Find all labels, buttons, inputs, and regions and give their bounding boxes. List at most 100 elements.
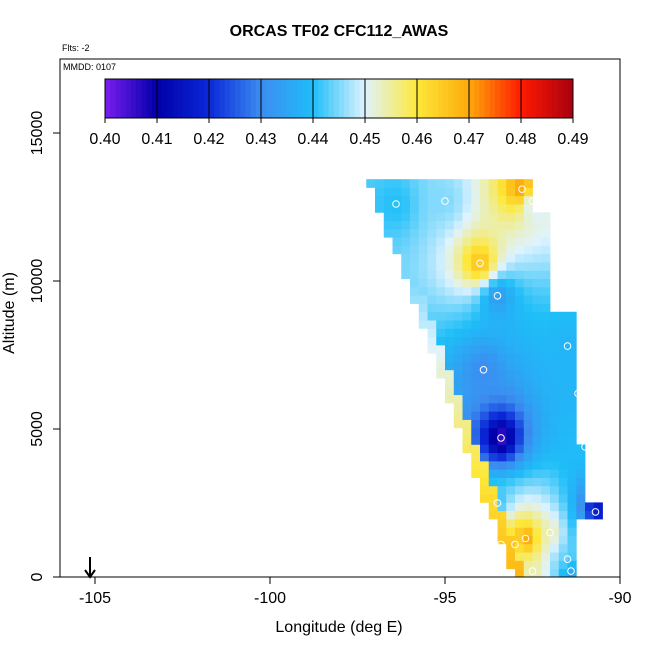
heatmap-cell bbox=[453, 411, 463, 420]
heatmap-cell bbox=[436, 328, 446, 338]
colorbar-swatch bbox=[370, 79, 376, 118]
heatmap-cell bbox=[418, 320, 428, 329]
heatmap-cell bbox=[418, 286, 428, 296]
heatmap-cell bbox=[567, 568, 577, 577]
heatmap-cell bbox=[427, 195, 437, 205]
heatmap-cell bbox=[506, 411, 516, 420]
heatmap-cell bbox=[497, 369, 507, 379]
colorbar-swatch bbox=[380, 79, 387, 118]
heatmap-cell bbox=[497, 303, 507, 313]
heatmap-cell bbox=[462, 402, 472, 412]
heatmap-cell bbox=[427, 286, 437, 296]
heatmap-cell bbox=[550, 510, 560, 520]
x-tick-label: -105 bbox=[79, 590, 111, 607]
heatmap-cell bbox=[523, 436, 533, 445]
heatmap-cell bbox=[567, 477, 577, 487]
heatmap-cell bbox=[480, 245, 490, 255]
heatmap-cell bbox=[462, 369, 472, 379]
heatmap-cell bbox=[515, 237, 525, 246]
heatmap-cell bbox=[523, 502, 533, 512]
heatmap-cell bbox=[515, 560, 525, 570]
heatmap-cell bbox=[480, 419, 490, 429]
colorbar-swatch bbox=[287, 79, 293, 118]
heatmap-cell bbox=[392, 220, 402, 230]
heatmap-cell bbox=[558, 361, 568, 371]
heatmap-cell bbox=[523, 270, 533, 280]
heatmap-cell bbox=[558, 411, 568, 420]
heatmap-cell bbox=[488, 344, 498, 354]
colorbar-swatch bbox=[219, 79, 226, 118]
heatmap-cell bbox=[541, 460, 551, 470]
heatmap-cell bbox=[480, 394, 490, 404]
heatmap-cell bbox=[410, 220, 420, 230]
heatmap-cell bbox=[515, 477, 525, 487]
heatmap-cell bbox=[515, 270, 525, 280]
heatmap-cell bbox=[558, 568, 568, 577]
heatmap-cell bbox=[506, 220, 516, 230]
heatmap-cell bbox=[523, 386, 533, 396]
heatmap-cell bbox=[506, 460, 516, 470]
colorbar-swatch bbox=[521, 79, 527, 118]
colorbar-swatch bbox=[406, 79, 413, 118]
heatmap-cell bbox=[410, 262, 420, 271]
heatmap-cell bbox=[550, 436, 560, 445]
heatmap-cell bbox=[427, 295, 437, 304]
heatmap-cell bbox=[418, 237, 428, 246]
heatmap-cell bbox=[480, 378, 490, 387]
sample-markers bbox=[392, 185, 600, 575]
heatmap-cell bbox=[550, 369, 560, 379]
heatmap-cell bbox=[567, 378, 577, 387]
colorbar-swatch bbox=[505, 79, 512, 118]
heatmap-cell bbox=[488, 286, 498, 296]
heatmap-cell bbox=[410, 228, 420, 238]
heatmap-cell bbox=[567, 502, 577, 512]
colorbar-swatch bbox=[422, 79, 428, 118]
heatmap-cell bbox=[532, 328, 542, 338]
heatmap-cell bbox=[506, 195, 516, 205]
heatmap-cell bbox=[497, 320, 507, 329]
heatmap-cell bbox=[445, 195, 455, 205]
heatmap-cell bbox=[515, 369, 525, 379]
heatmap-cell bbox=[523, 262, 533, 271]
heatmap-cell bbox=[427, 336, 437, 346]
heatmap-cell bbox=[515, 295, 525, 304]
heatmap-cell bbox=[427, 237, 437, 246]
heatmap-cell bbox=[523, 245, 533, 255]
heatmap-cell bbox=[506, 543, 516, 553]
colorbar-swatch bbox=[110, 79, 116, 118]
heatmap-cell bbox=[427, 220, 437, 230]
heatmap-cell bbox=[383, 179, 393, 188]
heatmap-cell bbox=[550, 311, 560, 321]
heatmap-cell bbox=[471, 212, 481, 222]
heatmap-cell bbox=[523, 552, 533, 561]
heatmap-cell bbox=[453, 245, 463, 255]
heatmap-cell bbox=[462, 361, 472, 371]
colorbar-swatch bbox=[328, 79, 335, 118]
colorbar-swatch bbox=[229, 79, 236, 118]
heatmap-cell bbox=[445, 369, 455, 379]
heatmap-cell bbox=[445, 303, 455, 313]
heatmap-cell bbox=[532, 518, 542, 528]
heatmap-cell bbox=[401, 204, 411, 213]
heatmap-cell bbox=[567, 460, 577, 470]
heatmap-cell bbox=[488, 452, 498, 462]
heatmap-cell bbox=[445, 179, 455, 188]
heatmap-cell bbox=[541, 212, 551, 222]
heatmap-cell bbox=[515, 452, 525, 462]
y-tick-label: 15000 bbox=[29, 111, 46, 156]
heatmap-cell bbox=[453, 320, 463, 329]
heatmap-cell bbox=[488, 328, 498, 338]
heatmap-cell bbox=[515, 543, 525, 553]
heatmap-cell bbox=[541, 386, 551, 396]
heatmap-cell bbox=[541, 502, 551, 512]
heatmap-cell bbox=[506, 502, 516, 512]
colorbar-swatch bbox=[536, 79, 543, 118]
heatmap-cell bbox=[541, 552, 551, 561]
heatmap-cell bbox=[497, 237, 507, 246]
heatmap-cell bbox=[471, 195, 481, 205]
heatmap-cell bbox=[506, 386, 516, 396]
heatmap-cell bbox=[541, 237, 551, 246]
heatmap-cell bbox=[558, 436, 568, 445]
heatmap-cell bbox=[532, 303, 542, 313]
heatmap-cell bbox=[558, 402, 568, 412]
